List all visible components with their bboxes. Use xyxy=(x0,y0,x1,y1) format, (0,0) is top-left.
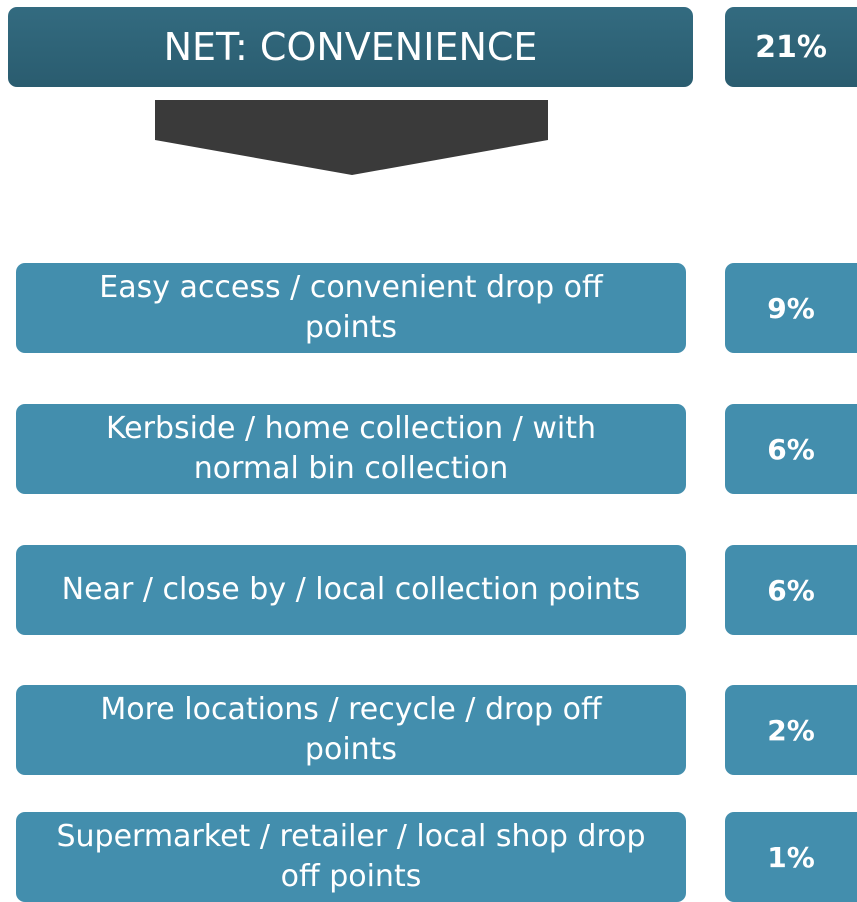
item-label: Kerbside / home collection / with normal… xyxy=(16,404,686,494)
item-percent: 1% xyxy=(725,812,857,902)
arrow xyxy=(155,100,548,175)
item-label: More locations / recycle / drop off poin… xyxy=(16,685,686,775)
header-label: NET: CONVENIENCE xyxy=(8,7,693,87)
item-percent: 2% xyxy=(725,685,857,775)
down-arrow xyxy=(155,100,548,175)
item-label: Supermarket / retailer / local shop drop… xyxy=(16,812,686,902)
item-percent: 6% xyxy=(725,404,857,494)
header-percent: 21% xyxy=(725,7,857,87)
item-percent: 6% xyxy=(725,545,857,635)
item-label: Near / close by / local collection point… xyxy=(16,545,686,635)
item-percent: 9% xyxy=(725,263,857,353)
item-label: Easy access / convenient drop off points xyxy=(16,263,686,353)
